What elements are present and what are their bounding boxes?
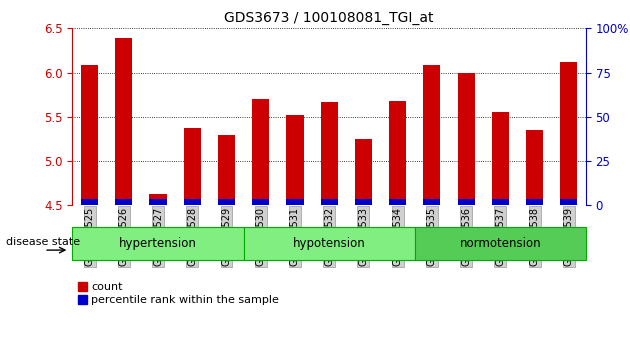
Bar xyxy=(526,199,543,205)
Bar xyxy=(321,199,338,205)
Bar xyxy=(287,199,304,205)
Bar xyxy=(355,139,372,205)
Bar xyxy=(389,101,406,205)
Text: hypotension: hypotension xyxy=(293,237,365,250)
Text: normotension: normotension xyxy=(459,237,541,250)
Bar xyxy=(252,99,269,205)
Title: GDS3673 / 100108081_TGI_at: GDS3673 / 100108081_TGI_at xyxy=(224,11,434,24)
Text: hypertension: hypertension xyxy=(119,237,197,250)
Bar xyxy=(149,199,166,205)
Bar xyxy=(560,199,577,205)
Bar xyxy=(244,227,415,260)
Bar xyxy=(184,199,201,205)
Bar xyxy=(457,73,474,205)
Bar xyxy=(492,199,509,205)
Text: disease state: disease state xyxy=(6,237,81,247)
Bar xyxy=(492,113,509,205)
Bar xyxy=(355,199,372,205)
Bar xyxy=(184,128,201,205)
Bar xyxy=(149,194,166,205)
Bar xyxy=(252,199,269,205)
Bar xyxy=(415,227,586,260)
Bar xyxy=(526,130,543,205)
Bar xyxy=(389,199,406,205)
Bar xyxy=(560,62,577,205)
Bar xyxy=(115,199,132,205)
Bar xyxy=(218,135,235,205)
Bar xyxy=(81,199,98,205)
Bar xyxy=(287,115,304,205)
Bar xyxy=(72,227,244,260)
Bar xyxy=(423,65,440,205)
Bar xyxy=(218,199,235,205)
Bar xyxy=(457,199,474,205)
Bar xyxy=(321,102,338,205)
Bar xyxy=(81,65,98,205)
Legend: count, percentile rank within the sample: count, percentile rank within the sample xyxy=(78,282,279,306)
Bar xyxy=(115,38,132,205)
Bar xyxy=(423,199,440,205)
